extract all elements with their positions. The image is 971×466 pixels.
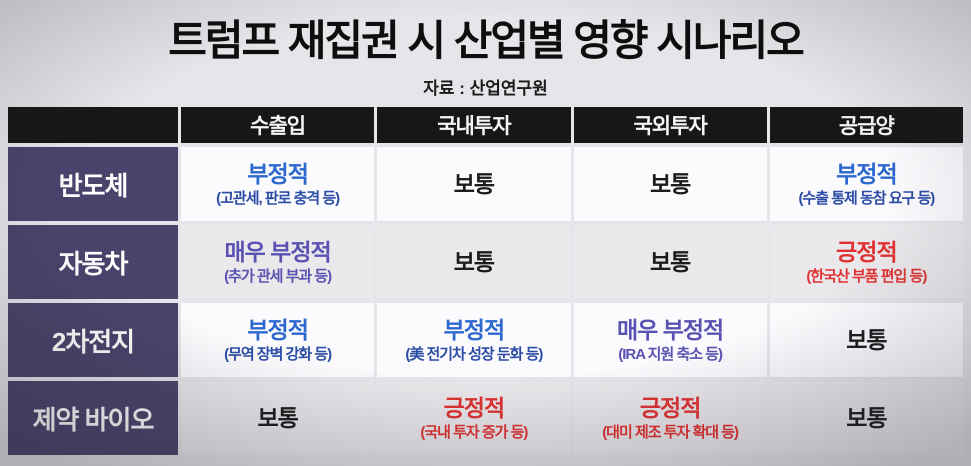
header-block: 트럼프 재집권 시 산업별 영향 시나리오 자료 : 산업연구원 <box>0 0 971 99</box>
cell-rating: 보통 <box>649 248 691 275</box>
cell-rating: 긍정적 <box>639 395 701 422</box>
table-cell: 보통 <box>573 147 767 221</box>
header-cell-empty <box>8 107 178 143</box>
table-cell: 보통 <box>377 147 571 221</box>
cell-note: (고관세, 판로 충격 등) <box>216 189 340 207</box>
cell-rating: 보통 <box>846 326 887 353</box>
table-cell: 보통 <box>769 303 963 377</box>
cell-rating: 긍정적 <box>836 239 897 266</box>
table-cell: 부정적 (고관세, 판로 충격 등) <box>181 147 375 221</box>
row-label-pharma-bio: 제약 바이오 <box>8 381 178 455</box>
table-cell: 긍정적 (대미 제조 투자 확대 등) <box>573 381 767 455</box>
cell-rating: 보통 <box>846 404 887 431</box>
cell-rating: 부정적 <box>836 161 897 188</box>
row-label-automobile: 자동차 <box>8 225 178 299</box>
cell-rating: 긍정적 <box>443 395 505 422</box>
row-label-battery: 2차전지 <box>8 303 178 377</box>
header-cell-overseas-investment: 국외투자 <box>573 107 767 143</box>
table-cell: 보통 <box>573 225 767 299</box>
source-credit: 자료 : 산업연구원 <box>423 79 548 98</box>
cell-rating: 보통 <box>453 248 495 275</box>
cell-note: (대미 제조 투자 확대 등) <box>602 423 739 441</box>
cell-note: (IRA 지원 축소 등) <box>618 345 723 363</box>
cell-rating: 부정적 <box>247 317 308 344</box>
cell-rating: 보통 <box>257 404 298 431</box>
cell-rating: 보통 <box>453 170 495 197</box>
cell-rating: 보통 <box>649 170 691 197</box>
table-cell: 매우 부정적 (추가 관세 부과 등) <box>181 225 375 299</box>
cell-rating: 매우 부정적 <box>617 317 724 344</box>
cell-note: (무역 장벽 강화 등) <box>224 345 332 363</box>
header-cell-exports: 수출입 <box>181 107 375 143</box>
table-cell: 부정적 (美 전기차 성장 둔화 등) <box>377 303 571 377</box>
table-cell: 보통 <box>769 381 963 455</box>
cell-rating: 부정적 <box>247 161 308 188</box>
table-cell: 긍정적 (한국산 부품 편입 등) <box>769 225 963 299</box>
cell-rating: 부정적 <box>443 317 505 344</box>
table-cell: 매우 부정적 (IRA 지원 축소 등) <box>573 303 767 377</box>
industry-impact-table: 수출입 국내투자 국외투자 공급양 반도체 부정적 (고관세, 판로 충격 등)… <box>8 107 963 455</box>
cell-rating: 매우 부정적 <box>224 239 332 266</box>
cell-note: (추가 관세 부과 등) <box>224 267 332 285</box>
row-label-semiconductor: 반도체 <box>8 147 178 221</box>
table-cell: 보통 <box>181 381 375 455</box>
cell-note: (한국산 부품 편입 등) <box>806 267 927 285</box>
table-cell: 부정적 (수출 통제 동참 요구 등) <box>769 147 963 221</box>
table-cell: 보통 <box>377 225 571 299</box>
cell-note: (국내 투자 증가 등) <box>420 423 528 441</box>
cell-note: (美 전기차 성장 둔화 등) <box>405 345 543 363</box>
cell-note: (수출 통제 동참 요구 등) <box>798 189 935 207</box>
header-cell-domestic-investment: 국내투자 <box>377 107 571 143</box>
page-title: 트럼프 재집권 시 산업별 영향 시나리오 <box>168 17 805 64</box>
header-cell-supply: 공급양 <box>769 107 963 143</box>
table-cell: 부정적 (무역 장벽 강화 등) <box>181 303 375 377</box>
table-cell: 긍정적 (국내 투자 증가 등) <box>377 381 571 455</box>
